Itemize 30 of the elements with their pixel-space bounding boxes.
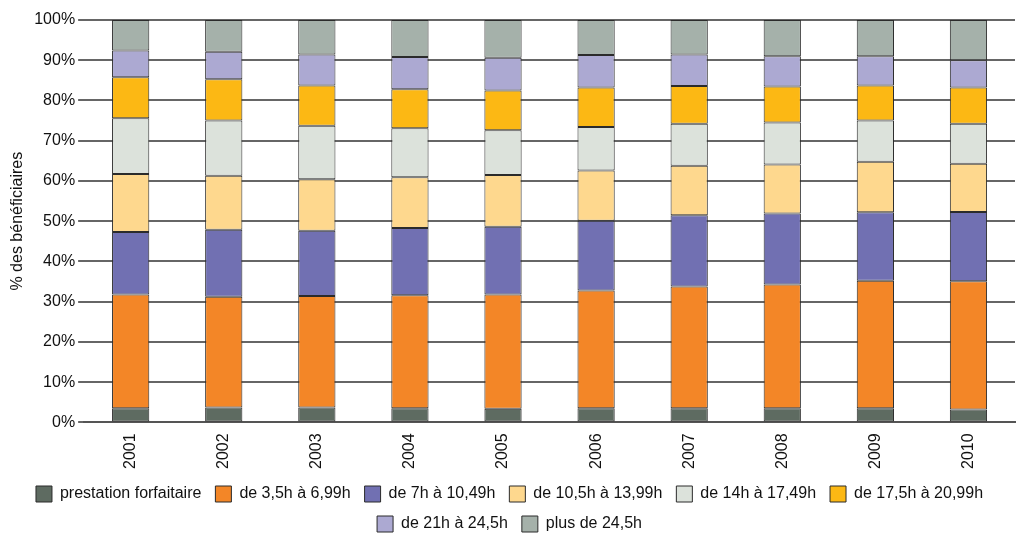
x-tick-label: 2007 — [679, 433, 697, 469]
y-tick-label: 0% — [52, 412, 76, 430]
y-tick-label: 70% — [43, 131, 76, 149]
legend-label: de 10,5h à 13,99h — [533, 484, 663, 502]
x-tick-label: 2004 — [400, 433, 418, 469]
y-tick-label: 40% — [43, 251, 76, 269]
y-tick-label: 90% — [43, 50, 76, 68]
legend-label: de 7h à 10,49h — [388, 484, 496, 502]
y-tick-label: 10% — [43, 372, 76, 390]
y-tick-label: 100% — [34, 10, 76, 28]
y-tick-label: 20% — [43, 332, 76, 350]
x-tick-label: 2003 — [307, 433, 325, 469]
x-tick-label: 2008 — [772, 433, 790, 469]
x-tick-label: 2006 — [586, 433, 604, 469]
legend-label: de 14h à 17,49h — [700, 484, 817, 502]
x-tick-label: 2005 — [493, 433, 511, 469]
x-tick-label: 2002 — [214, 433, 232, 469]
y-tick-label: 60% — [43, 171, 76, 189]
legend-label: de 21h à 24,5h — [401, 514, 508, 532]
y-tick-label: 30% — [43, 292, 76, 310]
legend-label: prestation forfaitaire — [59, 484, 202, 502]
x-tick-label: 2009 — [865, 433, 883, 469]
y-tick-label: 50% — [43, 211, 76, 229]
y-tick-label: 80% — [43, 90, 76, 108]
legend-label: de 3,5h à 6,99h — [239, 484, 351, 502]
legend-label: plus de 24,5h — [545, 514, 642, 532]
legend-label: de 17,5h à 20,99h — [854, 484, 984, 502]
x-tick-label: 2001 — [121, 433, 139, 469]
y-axis-title: % des bénéficiaires — [8, 151, 26, 291]
x-tick-label: 2010 — [958, 433, 976, 469]
